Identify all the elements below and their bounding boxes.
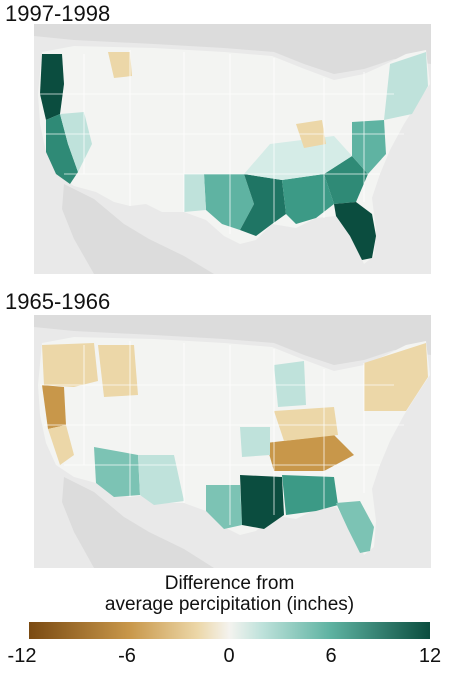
region-gulf-coast-wet	[282, 475, 338, 515]
region-louisiana-wet	[240, 174, 286, 236]
panel-title-1965-1966: 1965-1966	[5, 289, 111, 314]
legend-title-line-1: Difference from	[164, 573, 295, 594]
us-land	[38, 46, 430, 264]
region-texas-coast-wet	[206, 485, 242, 529]
legend-tick-6: 6	[325, 645, 337, 667]
region-northeast-dry	[364, 343, 428, 411]
region-florida-wet	[334, 202, 376, 260]
precip-map-1965-1966	[34, 315, 431, 568]
region-pacific-northwest-wet	[40, 54, 64, 120]
panel-title-1997-1998: 1997-1998	[5, 1, 111, 26]
region-florida-wet	[336, 501, 374, 553]
legend-colorbar	[29, 622, 430, 639]
legend-tick-12: 12	[418, 645, 442, 667]
region-northern-california-dry	[42, 385, 66, 429]
region-carolinas-wet	[352, 120, 386, 174]
region-california-wet	[46, 114, 78, 184]
state-borders	[40, 341, 404, 525]
region-texas-east-wet	[204, 174, 254, 230]
precip-map-1997-1998	[34, 24, 431, 274]
region-montana-dry	[108, 52, 132, 78]
region-ohio-valley-dry	[274, 407, 338, 441]
canada-land	[34, 315, 431, 365]
region-new-mexico-wet	[138, 455, 184, 505]
region-plains-mild	[184, 174, 206, 212]
region-idaho-dry	[98, 345, 138, 397]
region-georgia-wet	[324, 156, 368, 204]
state-borders	[40, 50, 404, 234]
region-gulf-wet	[282, 174, 334, 224]
mexico-land	[62, 184, 214, 274]
region-tennessee-dry	[266, 435, 354, 471]
legend-tick-minus-6: -6	[118, 645, 136, 667]
region-northeast-wet	[384, 52, 428, 120]
mexico-land	[62, 477, 214, 568]
legend-tick-0: 0	[223, 645, 235, 667]
region-central-california-dry	[48, 425, 74, 465]
region-arkansas-wet	[240, 427, 270, 457]
canada-land	[34, 24, 431, 74]
region-mid-south-mild	[244, 136, 352, 180]
region-great-lakes-wet	[274, 361, 306, 407]
region-louisiana-very-wet	[240, 475, 284, 529]
region-oregon-dry	[42, 343, 98, 387]
region-arizona-wet	[94, 447, 140, 497]
legend-title-line-2: average percipitation (inches)	[104, 594, 355, 615]
legend-tick-minus-12: -12	[7, 645, 37, 667]
